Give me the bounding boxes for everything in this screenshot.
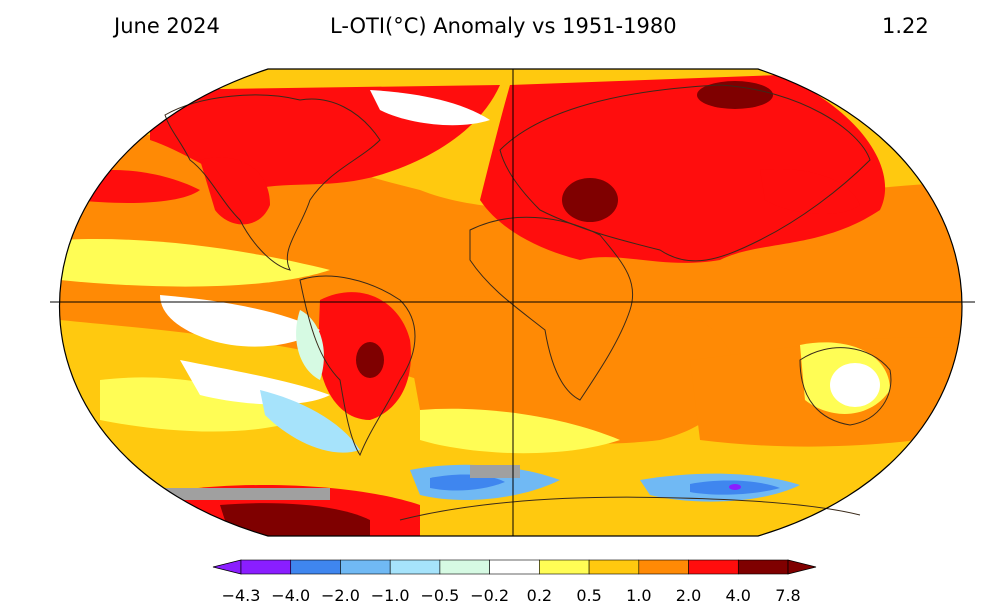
- colorbar-tick-label: 1.0: [626, 586, 652, 605]
- colorbar-bin: [389, 559, 441, 575]
- region-orange-africa-indian: [400, 296, 735, 444]
- region-red-eurasia: [480, 75, 886, 263]
- region-red-western-us: [200, 157, 270, 225]
- colorbar-bin: [290, 559, 341, 575]
- colorbar-tick-label: 2.0: [675, 586, 702, 605]
- colorbar-bin: [539, 559, 590, 575]
- colorbar-tick-label: −4.3: [221, 586, 261, 605]
- colorbar-bin: [688, 559, 739, 575]
- colorbar-tick-label: −0.5: [420, 586, 460, 605]
- colorbar-bin: [638, 559, 689, 575]
- anomaly-field: [59, 69, 962, 536]
- colorbar-tick-label: −0.2: [470, 586, 510, 605]
- region-red-japan-sea: [760, 169, 860, 215]
- north-america-outline: [164, 94, 381, 271]
- map-date: June 2024: [114, 14, 220, 38]
- region-yellow-south-pacific: [100, 377, 300, 432]
- region-purple-antarctica: [729, 484, 741, 490]
- hotspot-antarctic: [220, 503, 370, 536]
- global-mean-anomaly: 1.22: [882, 14, 929, 38]
- colorbar-extend-high: [787, 559, 817, 575]
- colorbar: [212, 559, 817, 575]
- coastlines: [164, 84, 892, 521]
- region-yellow-central-pacific: [60, 239, 330, 287]
- region-white-greenland: [370, 90, 490, 126]
- region-white-east-pacific: [160, 295, 320, 347]
- colorbar-tick-label: −2.0: [321, 586, 360, 605]
- map-frame: [58, 68, 963, 537]
- region-mint-peru: [296, 310, 324, 380]
- australia-outline: [799, 347, 892, 426]
- hotspot-siberia: [697, 81, 773, 109]
- colorbar-tick-label: −1.0: [370, 586, 410, 605]
- south-america-outline: [299, 275, 416, 457]
- eurasia-outline: [499, 84, 871, 262]
- colorbar-bin: [588, 559, 640, 575]
- colorbar-tick-label: −4.0: [271, 586, 311, 605]
- colorbar-bin: [439, 559, 490, 575]
- colorbar-tick-label: 0.5: [576, 586, 602, 605]
- antarctica-outline: [399, 496, 861, 521]
- region-cyan-drake: [260, 390, 360, 453]
- colorbar-bin: [489, 559, 540, 575]
- colorbar-tick-label: 7.8: [775, 586, 801, 605]
- map-title: L-OTI(°C) Anomaly vs 1951-1980: [330, 14, 677, 38]
- hotspot-middle-east: [562, 178, 618, 222]
- region-darkblue-weddell: [430, 474, 505, 491]
- region-white-southeast-pacific: [180, 360, 330, 405]
- hotspot-south-america: [356, 342, 384, 378]
- missing-data-weddell: [470, 465, 520, 478]
- colorbar-bin: [240, 559, 292, 575]
- missing-data-ross: [165, 488, 330, 500]
- colorbar-bin: [737, 559, 789, 575]
- colorbar-extend-low: [212, 559, 242, 575]
- region-white-australia: [830, 363, 880, 407]
- colorbar-tick-label: 0.2: [526, 586, 553, 605]
- colorbar-tick-label: 4.0: [725, 586, 751, 605]
- colorbar-bin: [340, 559, 391, 575]
- region-yellow-south-atlantic: [420, 408, 620, 454]
